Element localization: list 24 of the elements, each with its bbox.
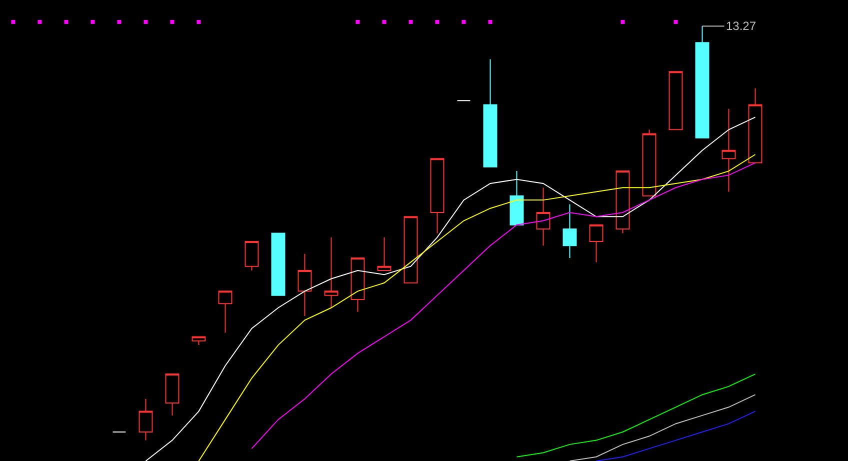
candlestick	[722, 108, 736, 192]
candlestick	[218, 290, 232, 334]
candlestick	[695, 26, 710, 138]
annotation: 13.27	[726, 19, 756, 33]
candlestick	[404, 216, 418, 284]
candlestick	[483, 58, 498, 168]
candlestick	[324, 236, 338, 308]
candlestick	[562, 204, 577, 259]
candlestick	[377, 236, 392, 271]
candlestick	[510, 170, 524, 226]
candlestick	[165, 374, 180, 416]
candlestick	[298, 253, 312, 317]
candlestick	[748, 88, 762, 164]
candlestick	[244, 240, 259, 271]
candlestick	[271, 232, 286, 296]
candlestick	[350, 258, 365, 312]
candlestick	[192, 336, 206, 346]
candlestick	[138, 398, 153, 441]
candlestick	[668, 71, 683, 130]
candlestick	[430, 158, 444, 234]
candlestick	[616, 170, 630, 234]
candlestick	[642, 129, 656, 196]
candlestick	[536, 187, 550, 246]
candlestick	[589, 224, 604, 263]
